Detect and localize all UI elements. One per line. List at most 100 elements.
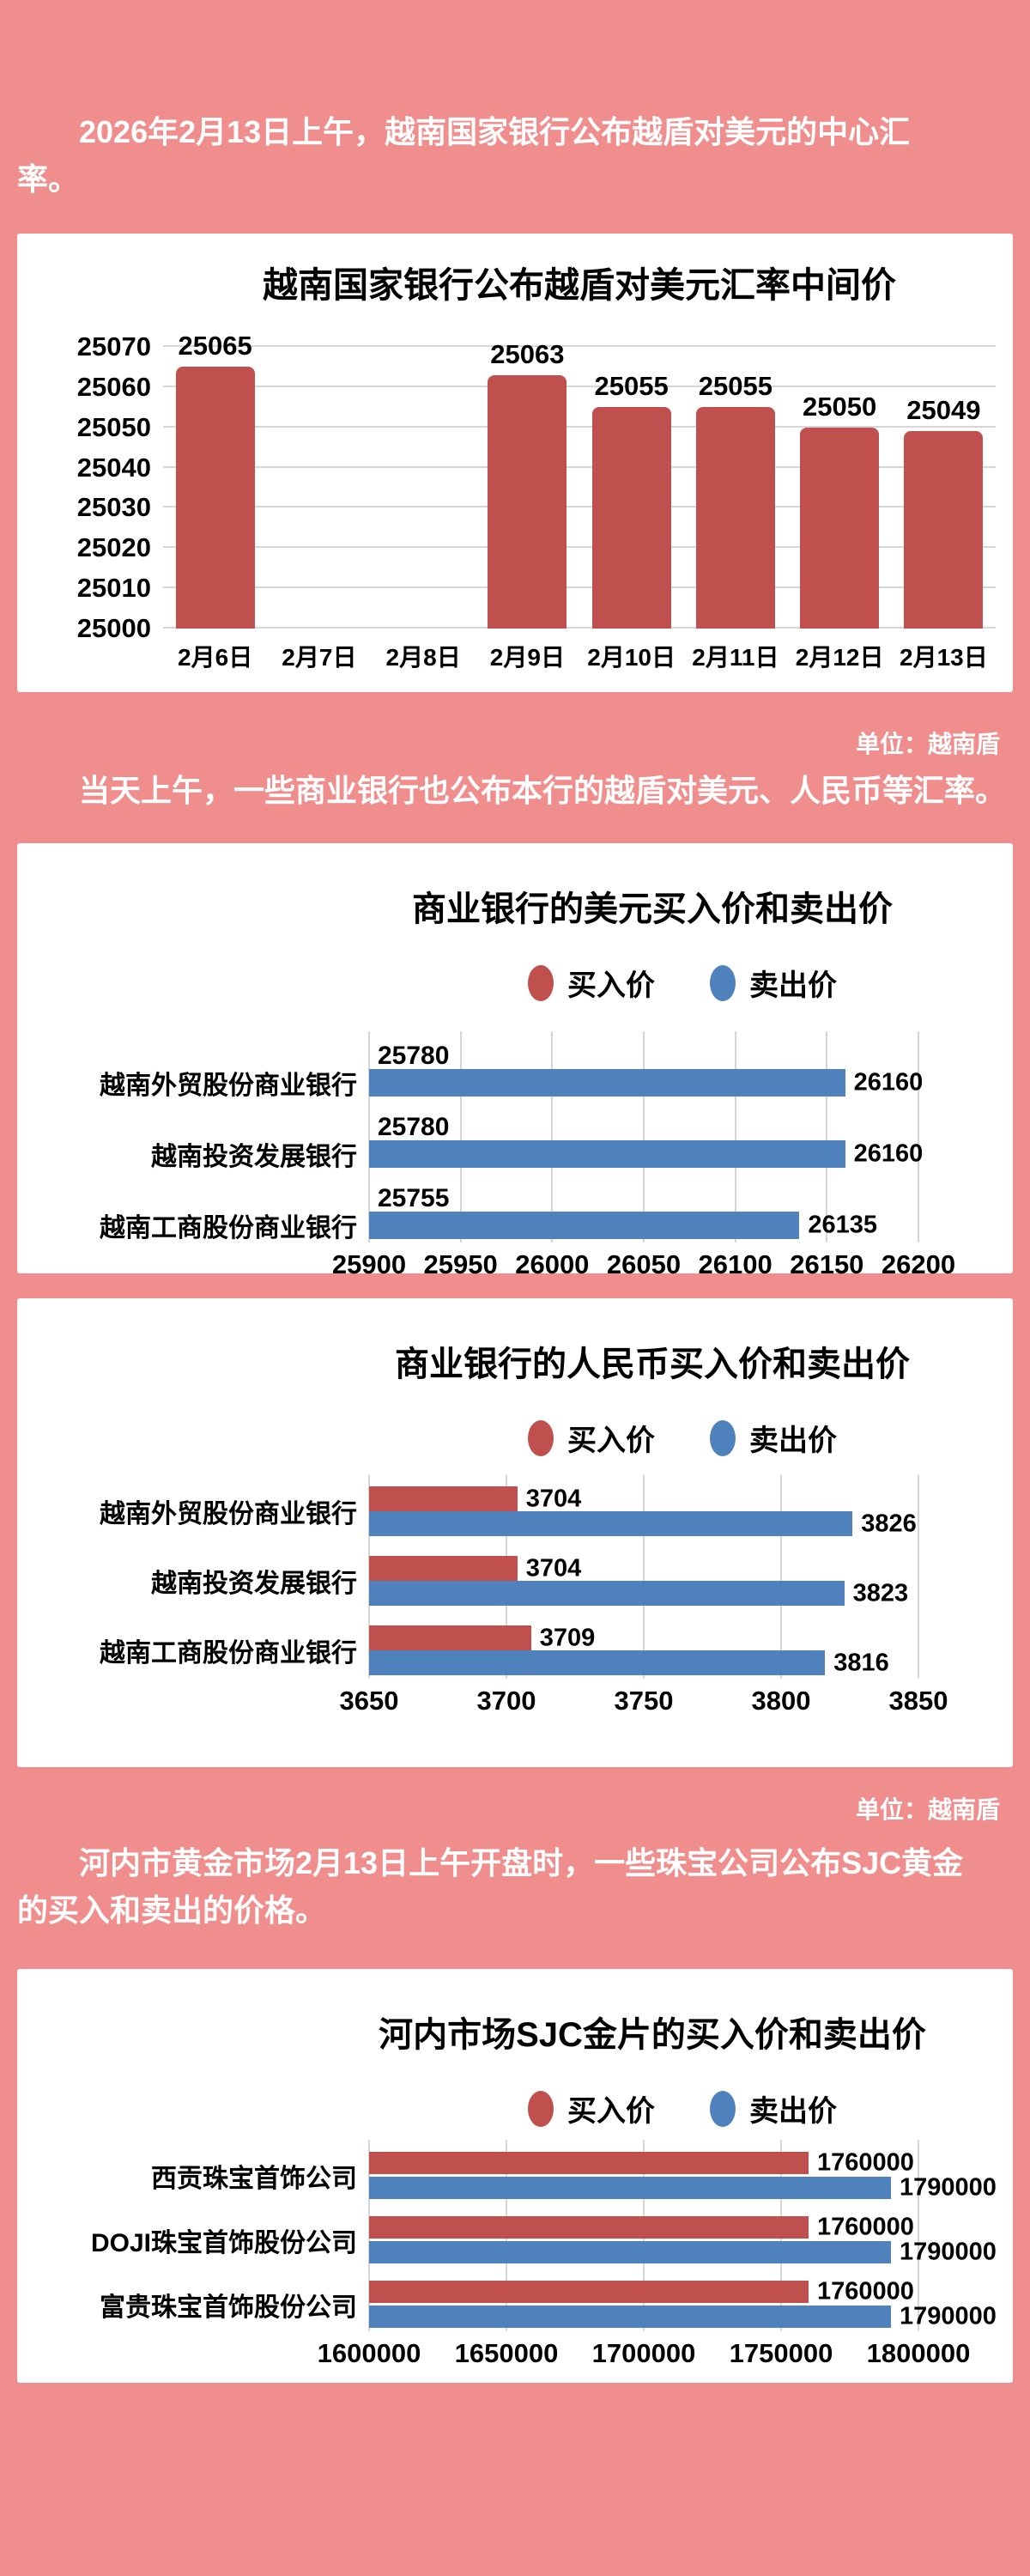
buy-value-label: 25780 [378, 1042, 450, 1070]
plot-wrap: 3704 3826 3704 3823 3709 3816 3650 3700 3750 3800… [340, 1474, 948, 1723]
central-rate-chart-title: 越南国家银行公布越盾对美元汇率中间价 [263, 265, 896, 305]
x-tick-label: 1700000 [591, 2338, 696, 2368]
buy-legend-marker-icon [528, 1419, 554, 1456]
plot-wrap: 1760000 1790000 1760000 1790000 1760000 17900… [318, 2140, 997, 2376]
bar-chart-plot-area: 25065 25063 25055 25055 25050 25049 [163, 331, 996, 629]
buy-bar [369, 1556, 518, 1581]
unit-label-1: 单位：越南盾 [855, 731, 1000, 757]
y-tick-label: 25000 [76, 613, 151, 643]
usd-chart-legend: 买入价 卖出价 [369, 962, 996, 1004]
x-tick-label: 2月6日 [178, 644, 253, 671]
buy-value-label: 1760000 [817, 2277, 914, 2306]
x-tick-label: 2月11日 [692, 644, 779, 671]
bar-slot: 25055 [579, 347, 683, 629]
x-tick-label: 3750 [614, 1686, 674, 1716]
y-tick-label: 25020 [76, 532, 151, 563]
rate-bar [695, 407, 775, 629]
y-tick-label: 25040 [76, 452, 151, 483]
buy-legend-label: 买入价 [567, 2095, 655, 2128]
sell-bar [369, 1140, 845, 1168]
buy-legend-marker-icon [528, 964, 554, 1001]
gridline [368, 1031, 370, 1242]
usd-rates-chart: 越南外贸股份商业银行 越南投资发展银行 越南工商股份商业银行 25780 26160 25… [17, 1031, 1013, 1287]
gold-price-chart-title: 河内市场SJC金片的买入价和卖出价 [379, 2016, 926, 2054]
x-tick-label: 25950 [423, 1249, 498, 1279]
rmb-rates-chart-title: 商业银行的人民币买入价和卖出价 [395, 1346, 910, 1383]
buy-bar [369, 1486, 518, 1511]
gridline [918, 2140, 919, 2331]
gridline [163, 546, 996, 549]
sell-legend-marker-icon [710, 964, 736, 1001]
sell-value-label: 1790000 [900, 2302, 997, 2330]
x-axis-labels: 2月6日 2月7日 2月8日 2月9日 2月10日 2月11日 2月12日 2月13日 [163, 629, 996, 673]
gold-price-chart: 西贡珠宝首饰公司 DOJI珠宝首饰股份公司 富贵珠宝首饰股份公司 1760000 179… [17, 2140, 1013, 2376]
plot-wrap: 25780 26160 25780 26160 25755 26135 25900 25950… [332, 1031, 955, 1287]
bar-slot: 25065 [163, 331, 267, 629]
central-rate-chart-body: 25000 25010 25020 25030 25040 25050 25060 25070… [17, 331, 996, 643]
buy-bar [369, 1625, 531, 1650]
gridline [918, 1031, 919, 1242]
y-tick-label: 25060 [76, 371, 151, 402]
sell-bar [369, 1650, 826, 1675]
buy-value-label: 3709 [539, 1624, 596, 1651]
gridline [163, 385, 996, 387]
category-label: 越南外贸股份商业银行 [100, 1072, 357, 1100]
sell-legend-label: 卖出价 [749, 2095, 837, 2128]
x-axis: 2月6日 2月7日 2月8日 2月9日 2月10日 2月11日 2月12日 2月13日 [17, 629, 996, 673]
bar-slot [267, 347, 371, 629]
buy-value-label: 1760000 [817, 2148, 914, 2177]
x-axis: 3650 3700 3750 3800 3850 [340, 1686, 948, 1723]
sell-bar [369, 2177, 891, 2199]
buy-bar [369, 2216, 809, 2239]
x-tick-label: 2月12日 [795, 644, 884, 671]
sell-bar [369, 1581, 845, 1606]
x-axis: 1600000 1650000 1700000 1750000 1800000 [318, 2338, 971, 2376]
category-labels: 越南外贸股份商业银行 越南投资发展银行 越南工商股份商业银行 [17, 1043, 369, 1242]
sell-legend-marker-icon [710, 2090, 736, 2127]
sell-bar [369, 2241, 891, 2263]
gold-chart-legend: 买入价 卖出价 [369, 2087, 996, 2129]
x-tick-label: 1750000 [729, 2338, 833, 2368]
usd-rates-chart-card: 商业银行的美元买入价和卖出价 买入价 卖出价 越南外贸股份商业银行越南投资发展银… [17, 843, 1013, 1279]
bar-slot: 25063 [476, 339, 579, 629]
intro-paragraph: 2026年2月13日上午，越南国家银行公布越盾对美元的中心汇率。 [17, 114, 911, 197]
category-label: 越南投资发展银行 [151, 1143, 357, 1171]
bar-value-label: 25065 [178, 331, 252, 361]
sell-legend-item: 卖出价 [710, 1417, 837, 1459]
x-tick-label: 2月8日 [385, 644, 461, 671]
sell-bar [369, 1069, 845, 1097]
x-tick-label: 3650 [339, 1686, 399, 1716]
sell-legend-item: 卖出价 [710, 962, 837, 1004]
sell-value-label: 3816 [833, 1649, 889, 1676]
buy-value-label: 25780 [378, 1113, 450, 1141]
gridline [163, 345, 996, 347]
usd-rates-chart-title: 商业银行的美元买入价和卖出价 [412, 890, 893, 928]
gridline [734, 1031, 736, 1242]
x-tick-label: 25900 [331, 1249, 407, 1279]
bar-slot [372, 347, 476, 629]
x-tick-label: 1600000 [317, 2338, 421, 2368]
unit-label-2: 单位：越南盾 [855, 1796, 1000, 1823]
x-axis: 25900 25950 26000 26050 26100 26150 26200 [332, 1249, 955, 1287]
sell-value-label: 26160 [853, 1139, 924, 1168]
category-label: 越南投资发展银行 [151, 1570, 357, 1598]
gridline [780, 1474, 782, 1679]
sell-legend-item: 卖出价 [710, 2087, 837, 2129]
bar-value-label: 25063 [490, 338, 565, 369]
buy-legend-label: 买入价 [567, 1425, 655, 1457]
x-tick-label: 2月9日 [489, 644, 565, 671]
rate-bar [488, 374, 567, 629]
sell-value-label: 3823 [852, 1579, 909, 1607]
commercial-banks-paragraph: 当天上午，一些商业银行也公布本行的越盾对美元、人民币等汇率。 [79, 773, 1007, 808]
category-label: 西贡珠宝首饰公司 [151, 2164, 357, 2193]
sell-bar [369, 1212, 800, 1239]
central-rate-chart-card: 越南国家银行公布越盾对美元汇率中间价 25000 25010 25020 25030 2… [17, 234, 1013, 692]
y-axis: 25000 25010 25020 25030 25040 25050 25060 25070 [17, 332, 163, 643]
buy-value-label: 25755 [378, 1184, 450, 1212]
gold-price-chart-card: 河内市场SJC金片的买入价和卖出价 买入价 卖出价 西贡珠宝首饰公司 DOJI珠宝… [17, 1969, 1013, 2383]
x-tick-label: 26050 [606, 1249, 682, 1279]
x-tick-label: 1650000 [454, 2338, 559, 2368]
x-tick-label: 1800000 [866, 2338, 971, 2368]
x-tick-label: 26100 [698, 1249, 772, 1279]
